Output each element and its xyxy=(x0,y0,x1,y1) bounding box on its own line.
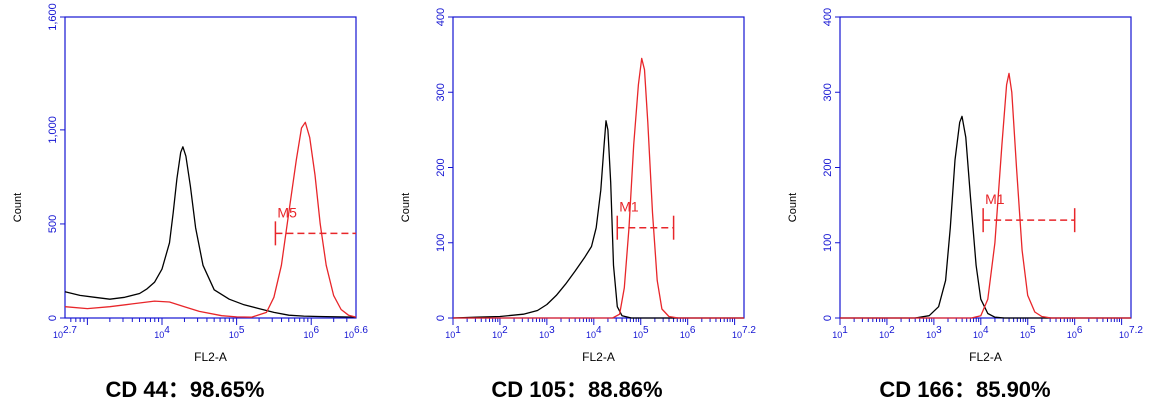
gate-marker-label: M1 xyxy=(985,191,1005,207)
gate-marker-label: M1 xyxy=(619,199,639,215)
x-axis-title: FL2-A xyxy=(969,350,1002,364)
histogram-series-control xyxy=(840,115,1131,319)
x-tick-label: 104 xyxy=(586,325,602,340)
gate-marker-label: M5 xyxy=(277,204,297,220)
y-tick-label: 400 xyxy=(435,8,447,26)
y-tick-label: 0 xyxy=(822,315,834,321)
caption-cd166: CD 166：85.90% xyxy=(879,377,1051,402)
x-axis-title: FL2-A xyxy=(194,350,227,364)
x-tick-label: 105 xyxy=(1020,325,1036,340)
x-tick-label: 104 xyxy=(973,325,989,340)
plot-frame xyxy=(64,16,357,319)
y-tick-label: 100 xyxy=(822,234,834,252)
histogram-series-stained xyxy=(453,57,744,319)
y-axis-title: Count xyxy=(12,193,24,222)
y-tick-label: 1,600 xyxy=(47,3,59,31)
x-tick-label: 106 xyxy=(1067,325,1083,340)
histogram-series-control xyxy=(64,146,357,318)
x-tick-label: 102.7 xyxy=(53,325,77,340)
histogram-panel-3: 0 100 200 300 400 Count 101 102 103 104 105 106 107.… xyxy=(787,8,1143,364)
y-tick-label: 300 xyxy=(822,83,834,101)
x-tick-label: 101 xyxy=(445,325,461,340)
x-tick-label: 106 xyxy=(680,325,696,340)
x-tick-label: 103 xyxy=(539,325,555,340)
histogram-panel-1: 0 500 1,000 1,600 Count 102.7 104 105 106 106.6 FL… xyxy=(12,3,368,364)
x-axis-title: FL2-A xyxy=(582,350,615,364)
histogram-series-stained xyxy=(840,72,1131,319)
y-axis-title: Count xyxy=(787,193,799,222)
y-tick-label: 0 xyxy=(47,315,59,321)
y-tick-label: 0 xyxy=(435,315,447,321)
histogram-series-stained xyxy=(64,121,357,318)
y-tick-label: 500 xyxy=(47,215,59,233)
x-tick-label: 104 xyxy=(154,325,170,340)
y-tick-label: 300 xyxy=(435,83,447,101)
histogram-series-control xyxy=(452,120,744,319)
caption-cd44: CD 44：98.65% xyxy=(105,377,265,402)
y-tick-label: 1,000 xyxy=(47,116,59,144)
y-axis-title: Count xyxy=(400,193,412,222)
x-tick-label: 106.6 xyxy=(344,325,368,340)
x-tick-label: 101 xyxy=(832,325,848,340)
plot-frame xyxy=(452,16,745,319)
x-tick-label: 103 xyxy=(926,325,942,340)
plot-frame xyxy=(839,16,1132,319)
x-tick-label: 102 xyxy=(879,325,895,340)
y-tick-label: 100 xyxy=(435,234,447,252)
x-tick-label: 107.2 xyxy=(732,325,756,340)
x-tick-label: 107.2 xyxy=(1119,325,1143,340)
caption-cd105: CD 105：88.86% xyxy=(491,377,663,402)
x-tick-label: 105 xyxy=(229,325,245,340)
y-tick-label: 200 xyxy=(435,158,447,176)
x-tick-label: 105 xyxy=(633,325,649,340)
histogram-panel-2: 0 100 200 300 400 Count 101 102 103 104 105 106 107.… xyxy=(400,8,756,364)
y-tick-label: 400 xyxy=(822,8,834,26)
x-tick-label: 102 xyxy=(492,325,508,340)
y-tick-label: 200 xyxy=(822,158,834,176)
x-tick-label: 106 xyxy=(303,325,319,340)
